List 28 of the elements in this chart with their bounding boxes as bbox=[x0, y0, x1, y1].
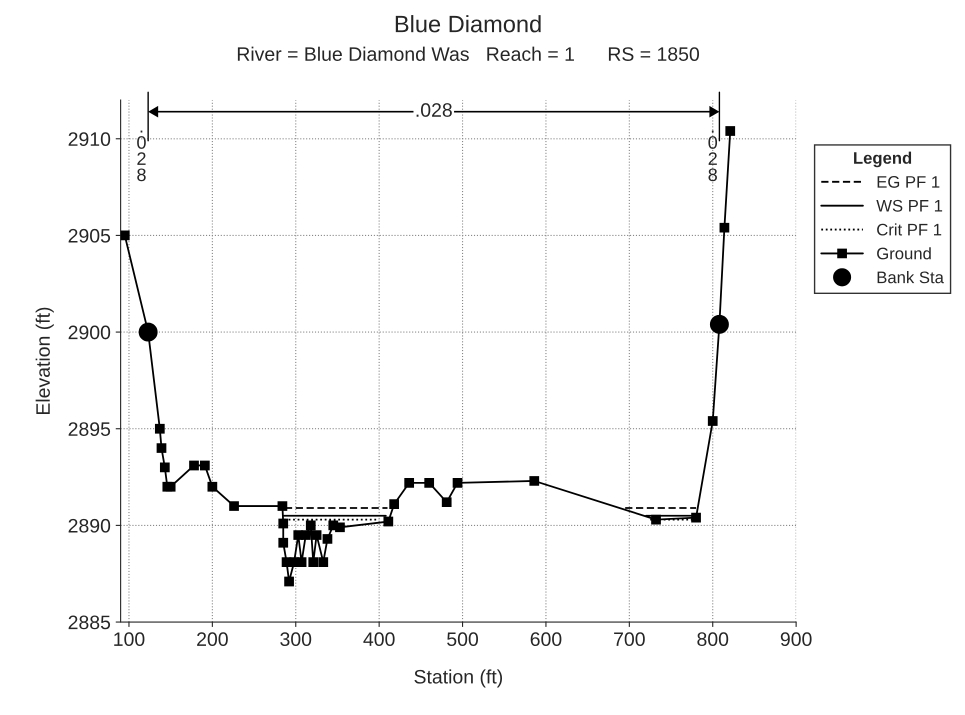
y-tick-label: 2900 bbox=[68, 326, 110, 340]
x-tick-label: 100 bbox=[114, 632, 144, 646]
annotation: .028 bbox=[708, 130, 718, 182]
x-tick-label: 700 bbox=[614, 632, 645, 646]
legend-label: EG PF 1 bbox=[878, 176, 940, 188]
y-tick-label: 2885 bbox=[68, 616, 110, 630]
legend-label: Crit PF 1 bbox=[877, 223, 942, 236]
x-tick-label: 800 bbox=[697, 632, 728, 646]
chart-title: Blue Diamond bbox=[396, 15, 541, 32]
x-tick-label: 200 bbox=[197, 632, 228, 646]
y-axis-title: Elevation (ft) bbox=[36, 308, 54, 414]
x-tick-label: 900 bbox=[780, 632, 812, 646]
x-tick-label: 400 bbox=[363, 632, 395, 646]
chart-subtitle: River = Blue Diamond Was Reach = 1 RS = 1850 bbox=[238, 46, 699, 61]
y-tick-label: 2910 bbox=[68, 132, 110, 146]
y-tick-label: 2890 bbox=[68, 518, 110, 533]
x-axis-title: Station (ft) bbox=[414, 669, 502, 688]
legend-label: Bank Sta bbox=[878, 271, 944, 284]
y-tick-label: 2895 bbox=[68, 422, 110, 436]
legend-label: WS PF 1 bbox=[876, 200, 942, 212]
x-tick-label: 300 bbox=[280, 632, 312, 646]
x-tick-label: 600 bbox=[530, 632, 562, 646]
annotation: .028 bbox=[137, 130, 146, 182]
legend-title: Legend bbox=[854, 152, 912, 168]
legend-label: Ground bbox=[877, 247, 931, 260]
annotation: .028 bbox=[416, 103, 452, 117]
y-tick-label: 2905 bbox=[68, 228, 110, 243]
x-tick-label: 500 bbox=[447, 632, 478, 646]
